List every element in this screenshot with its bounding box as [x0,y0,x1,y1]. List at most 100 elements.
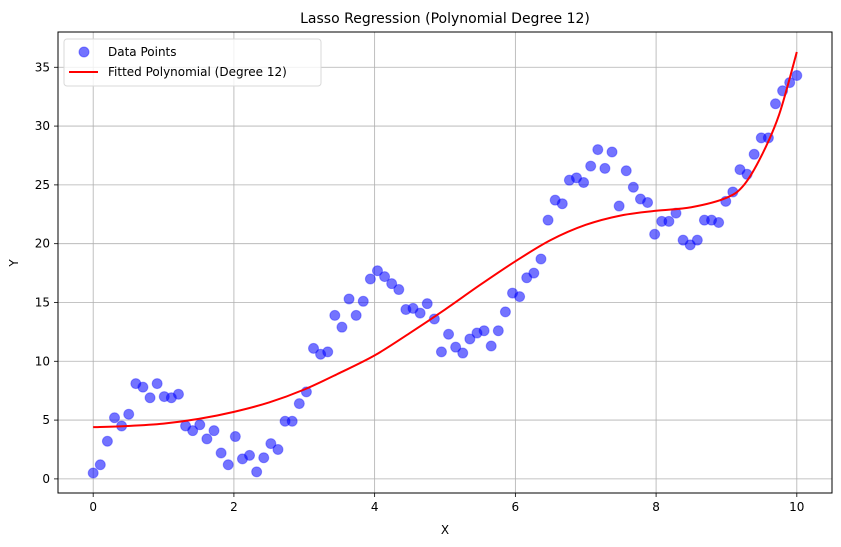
data-point [542,214,554,226]
data-point [322,346,334,358]
x-tick-label: 2 [230,500,238,514]
data-point [144,392,156,404]
data-point [599,162,611,174]
y-tick-label: 0 [42,472,50,486]
data-point [443,328,455,340]
data-point [649,228,661,240]
data-point [222,459,234,471]
data-point [101,435,113,447]
y-tick-label: 35 [35,60,50,74]
data-point [606,146,618,158]
y-tick-label: 15 [35,295,50,309]
data-point [94,459,106,471]
data-point [769,98,781,110]
data-point [393,284,405,296]
scatter-points [87,70,803,479]
legend-scatter-marker-icon [78,46,90,58]
data-point [521,272,533,284]
data-point [428,313,440,325]
legend-box [63,38,322,87]
data-point [570,172,582,184]
data-point [364,273,376,285]
data-point [208,425,220,437]
plot-frame [57,31,833,494]
data-point [386,278,398,290]
data-point [172,388,184,400]
data-point [201,433,213,445]
data-point [109,412,121,424]
data-point [407,302,419,314]
legend: Data Points Fitted Polynomial (Degree 12… [63,38,322,87]
data-point [414,307,426,319]
data-point [371,265,383,277]
data-point [691,234,703,246]
data-point [251,466,263,478]
y-tick-label: 10 [35,354,50,368]
x-axis-label: X [441,523,449,537]
data-point [336,321,348,333]
data-point [535,253,547,265]
data-point [343,293,355,305]
data-point [123,408,135,420]
data-point [457,347,469,359]
data-point [620,165,632,177]
data-point [592,144,604,156]
data-point [713,217,725,229]
data-point [514,291,526,303]
data-point [293,398,305,410]
data-point [194,419,206,431]
data-point [677,234,689,246]
data-point [578,177,590,189]
data-point [499,306,511,318]
data-point [329,309,341,321]
data-point [684,239,696,251]
data-point [265,438,277,450]
data-point [791,70,803,82]
data-point [528,267,540,279]
data-point [244,449,256,461]
data-point [734,164,746,176]
data-point [357,295,369,307]
data-point [556,198,568,210]
x-tick-label: 0 [89,500,97,514]
data-point [379,271,391,283]
x-axis-ticks: 0 2 4 6 8 10 [89,493,804,514]
data-point [464,333,476,345]
y-tick-label: 5 [42,413,50,427]
y-tick-label: 25 [35,178,50,192]
legend-label-fitted-polynomial: Fitted Polynomial (Degree 12) [108,65,287,79]
data-point [748,148,760,160]
data-point [492,325,504,337]
data-point [485,340,497,352]
legend-label-data-points: Data Points [108,45,177,59]
data-point [286,415,298,427]
data-point [215,447,227,459]
data-point [229,431,241,443]
data-point [613,200,625,212]
data-point [87,467,99,479]
data-point [435,346,447,358]
data-point [137,381,149,393]
x-tick-label: 6 [512,500,520,514]
y-tick-label: 30 [35,119,50,133]
data-point [585,160,597,172]
data-point [350,309,362,321]
y-tick-label: 20 [35,237,50,251]
data-point [478,325,490,337]
data-point [258,452,270,464]
data-point [450,341,462,353]
fitted-polynomial-line [93,51,798,429]
x-tick-label: 8 [652,500,660,514]
data-point [151,378,163,390]
data-point [627,181,639,193]
data-point [642,197,654,209]
y-axis-ticks: 0 5 10 15 20 25 30 35 [35,60,58,486]
data-point [308,342,320,354]
data-point [663,215,675,227]
x-tick-label: 10 [789,500,804,514]
data-point [272,443,284,455]
data-point [421,298,433,310]
y-axis-label: Y [7,259,21,268]
